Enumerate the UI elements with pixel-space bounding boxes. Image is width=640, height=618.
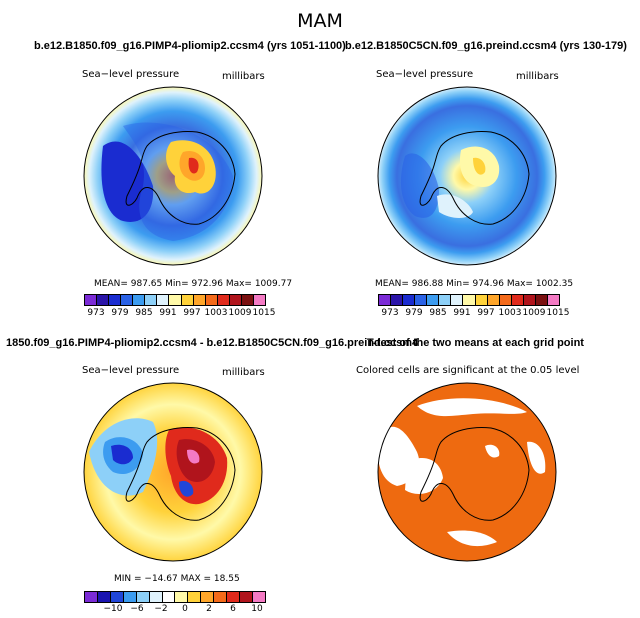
colorbar-swatch [535, 295, 548, 305]
colorbar-label: 991 [159, 308, 177, 318]
colorbar-swatch [451, 295, 464, 305]
panel-4-coastline [419, 427, 530, 521]
panel-3-title: 1850.f09_g16.PIMP4-pliomip2.ccsm4 - b.e1… [6, 337, 419, 349]
panel-1-low-region [101, 141, 154, 222]
colorbar-swatch [241, 295, 254, 305]
panel-1-variable: Sea−level pressure [82, 69, 180, 80]
colorbar-swatch [175, 592, 189, 602]
colorbar-label: 0 [182, 604, 188, 614]
panel-2-low-region [400, 153, 439, 218]
colorbar-swatch [415, 295, 428, 305]
panel-1-colorbar [84, 294, 266, 306]
colorbar-swatch [391, 295, 404, 305]
colorbar-swatch [214, 592, 228, 602]
colorbar-label: 1003 [204, 308, 228, 318]
colorbar-swatch [240, 592, 253, 602]
panel-3-stats: MIN = −14.67 MAX = 18.55 [114, 574, 240, 584]
colorbar-swatch [227, 592, 241, 602]
colorbar-label: 979 [405, 308, 423, 318]
colorbar-swatch [97, 592, 111, 602]
colorbar-swatch [403, 295, 416, 305]
colorbar-swatch [475, 295, 488, 305]
panel-2-stats: MEAN= 986.88 Min= 974.96 Max= 1002.35 [375, 279, 574, 289]
panel-3-map [83, 382, 263, 562]
panel-1-coastline [125, 131, 236, 225]
colorbar-swatch [217, 295, 230, 305]
colorbar-swatch [110, 592, 124, 602]
colorbar-label: 979 [111, 308, 129, 318]
colorbar-label: 6 [230, 604, 236, 614]
colorbar-swatch [133, 295, 146, 305]
colorbar-label: 985 [135, 308, 153, 318]
panel-2-units: millibars [516, 71, 559, 82]
panel-4-title: T-test of the two means at each grid poi… [367, 337, 584, 349]
panel-3-colorbar [84, 591, 266, 603]
panel-1-stats: MEAN= 987.65 Min= 972.96 Max= 1009.77 [94, 279, 293, 289]
colorbar-swatch [121, 295, 134, 305]
colorbar-label: −6 [130, 604, 144, 614]
colorbar-swatch [229, 295, 242, 305]
colorbar-swatch [205, 295, 218, 305]
colorbar-label: 10 [251, 604, 263, 614]
colorbar-swatch [123, 592, 137, 602]
colorbar-swatch [487, 295, 500, 305]
colorbar-label: 973 [381, 308, 399, 318]
colorbar-swatch [253, 295, 265, 305]
panel-1-units: millibars [222, 71, 265, 82]
colorbar-swatch [201, 592, 215, 602]
panel-2-colorbar [378, 294, 560, 306]
colorbar-label: 985 [429, 308, 447, 318]
panel-4-map [377, 382, 557, 562]
panel-4-subtitle: Colored cells are significant at the 0.0… [356, 365, 580, 376]
colorbar-label: 997 [477, 308, 495, 318]
colorbar-swatch [181, 295, 194, 305]
colorbar-label: 1009 [228, 308, 252, 318]
panel-3-units: millibars [222, 367, 265, 378]
panel-2-map [377, 86, 557, 266]
panel-2-coastline [419, 131, 530, 225]
colorbar-label: 997 [183, 308, 201, 318]
colorbar-swatch [162, 592, 176, 602]
colorbar-swatch [499, 295, 512, 305]
panel-3-variable: Sea−level pressure [82, 365, 180, 376]
colorbar-swatch [149, 592, 163, 602]
colorbar-swatch [523, 295, 536, 305]
colorbar-label: 1009 [522, 308, 546, 318]
panel-3-coastline [125, 427, 236, 521]
colorbar-label: 973 [87, 308, 105, 318]
panel-1-title: b.e12.B1850.f09_g16.PIMP4-pliomip2.ccsm4… [34, 40, 346, 52]
colorbar-swatch [157, 295, 170, 305]
colorbar-label: −2 [154, 604, 168, 614]
colorbar-swatch [427, 295, 440, 305]
colorbar-swatch [97, 295, 110, 305]
main-title: MAM [297, 10, 343, 32]
colorbar-label: 1003 [498, 308, 522, 318]
colorbar-label: 1015 [252, 308, 276, 318]
colorbar-swatch [188, 592, 202, 602]
colorbar-swatch [463, 295, 476, 305]
colorbar-label: −10 [103, 604, 123, 614]
colorbar-swatch [193, 295, 206, 305]
colorbar-swatch [511, 295, 524, 305]
colorbar-label: 991 [453, 308, 471, 318]
panel-2-title: b.e12.B1850C5CN.f09_g16.preind.ccsm4 (yr… [345, 40, 627, 52]
colorbar-swatch [145, 295, 158, 305]
colorbar-swatch [439, 295, 452, 305]
colorbar-label: 2 [206, 604, 212, 614]
colorbar-swatch [379, 295, 392, 305]
colorbar-swatch [85, 295, 98, 305]
colorbar-label: 1015 [546, 308, 570, 318]
colorbar-swatch [136, 592, 150, 602]
colorbar-swatch [85, 592, 98, 602]
panel-2-variable: Sea−level pressure [376, 69, 474, 80]
panel-1-map [83, 86, 263, 266]
colorbar-swatch [547, 295, 559, 305]
colorbar-swatch [169, 295, 182, 305]
colorbar-swatch [109, 295, 122, 305]
colorbar-swatch [252, 592, 265, 602]
